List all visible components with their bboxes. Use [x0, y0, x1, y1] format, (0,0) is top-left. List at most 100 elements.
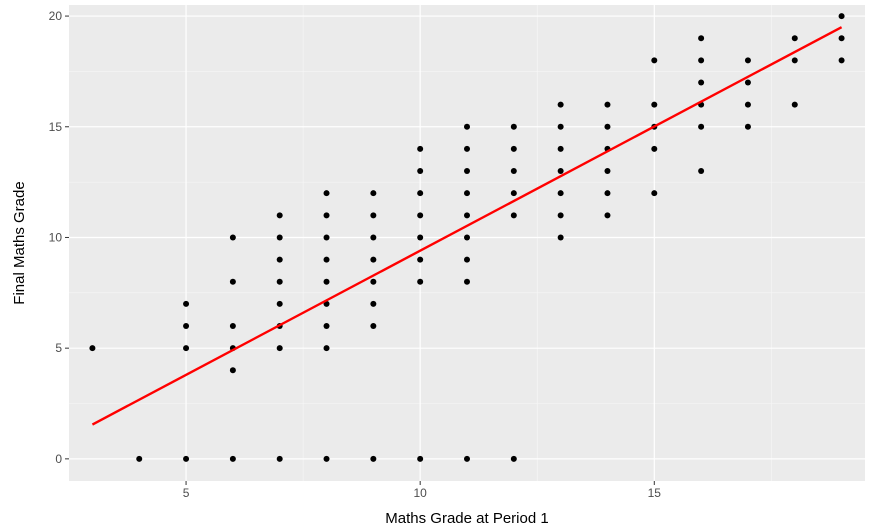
data-point — [323, 278, 330, 285]
data-point — [838, 57, 845, 64]
data-point — [557, 168, 564, 175]
data-point — [464, 145, 470, 152]
data-point — [604, 101, 611, 108]
data-point — [370, 278, 377, 285]
data-point — [323, 345, 330, 352]
x-tick-label: 10 — [413, 486, 427, 500]
data-point — [89, 345, 96, 352]
data-point — [464, 455, 470, 462]
data-point — [557, 101, 564, 108]
data-point — [510, 145, 517, 152]
data-point — [276, 455, 283, 462]
data-point — [229, 323, 236, 330]
data-point — [323, 190, 330, 197]
data-point — [276, 300, 283, 307]
data-point — [323, 256, 330, 263]
data-point — [510, 190, 517, 197]
data-point — [557, 234, 564, 241]
data-point — [323, 455, 330, 462]
data-point — [651, 57, 658, 64]
data-point — [604, 123, 611, 130]
data-point — [370, 212, 377, 219]
data-point — [557, 123, 564, 130]
x-tick-label: 15 — [648, 486, 662, 500]
data-point — [651, 145, 658, 152]
data-point — [744, 79, 751, 86]
plot-panel — [69, 5, 865, 481]
y-tick-label: 5 — [55, 341, 62, 355]
data-point — [323, 212, 330, 219]
data-point — [510, 168, 517, 175]
data-point — [464, 190, 470, 197]
data-point — [651, 190, 658, 197]
data-point — [604, 168, 611, 175]
y-tick-label: 10 — [49, 230, 63, 244]
data-point — [417, 278, 424, 285]
data-point — [791, 35, 798, 42]
regression-line-layer — [91, 26, 843, 426]
data-point — [417, 190, 424, 197]
data-point — [510, 455, 517, 462]
regression-line — [91, 26, 843, 426]
data-point — [557, 190, 564, 197]
data-point — [229, 367, 236, 374]
data-point — [417, 234, 424, 241]
data-point — [183, 345, 190, 352]
data-point — [698, 168, 705, 175]
data-point — [323, 234, 330, 241]
y-tick-label: 20 — [49, 9, 63, 23]
data-point — [183, 300, 190, 307]
data-point — [229, 455, 236, 462]
x-tick-labels: 5 10 15 — [183, 486, 662, 500]
data-point — [370, 323, 377, 330]
data-point — [698, 79, 705, 86]
data-point — [229, 234, 236, 241]
data-point — [557, 212, 564, 219]
data-point — [417, 212, 424, 219]
data-point — [370, 455, 377, 462]
data-point — [464, 212, 470, 219]
data-point — [276, 278, 283, 285]
data-point — [464, 123, 470, 130]
data-point — [417, 455, 424, 462]
data-point — [323, 323, 330, 330]
data-point — [604, 190, 611, 197]
data-point — [838, 13, 845, 20]
data-point — [417, 168, 424, 175]
data-point — [698, 57, 705, 64]
data-point — [370, 234, 377, 241]
data-point — [370, 300, 377, 307]
data-point — [744, 123, 751, 130]
data-point — [838, 35, 845, 42]
data-point — [791, 57, 798, 64]
data-point — [183, 323, 190, 330]
data-point — [510, 212, 517, 219]
data-point — [464, 234, 470, 241]
x-axis-title: Maths Grade at Period 1 — [385, 510, 548, 527]
data-point — [417, 145, 424, 152]
data-point — [417, 256, 424, 263]
data-point — [604, 212, 611, 219]
data-point — [370, 190, 377, 197]
data-point — [744, 101, 751, 108]
data-point — [651, 101, 658, 108]
y-tick-label: 0 — [55, 452, 62, 466]
y-tick-labels: 0 5 10 15 20 — [49, 9, 63, 466]
data-point — [276, 212, 283, 219]
data-point — [464, 278, 470, 285]
data-point — [510, 123, 517, 130]
y-tick-label: 15 — [49, 120, 63, 134]
data-point — [183, 455, 190, 462]
x-tick-label: 5 — [183, 486, 190, 500]
data-point — [744, 57, 751, 64]
data-point — [276, 234, 283, 241]
data-point — [557, 145, 564, 152]
data-point — [464, 168, 470, 175]
data-point — [276, 256, 283, 263]
data-point — [464, 256, 470, 263]
data-point — [370, 256, 377, 263]
data-point — [698, 35, 705, 42]
axis-ticks — [65, 15, 655, 485]
data-point — [136, 455, 143, 462]
